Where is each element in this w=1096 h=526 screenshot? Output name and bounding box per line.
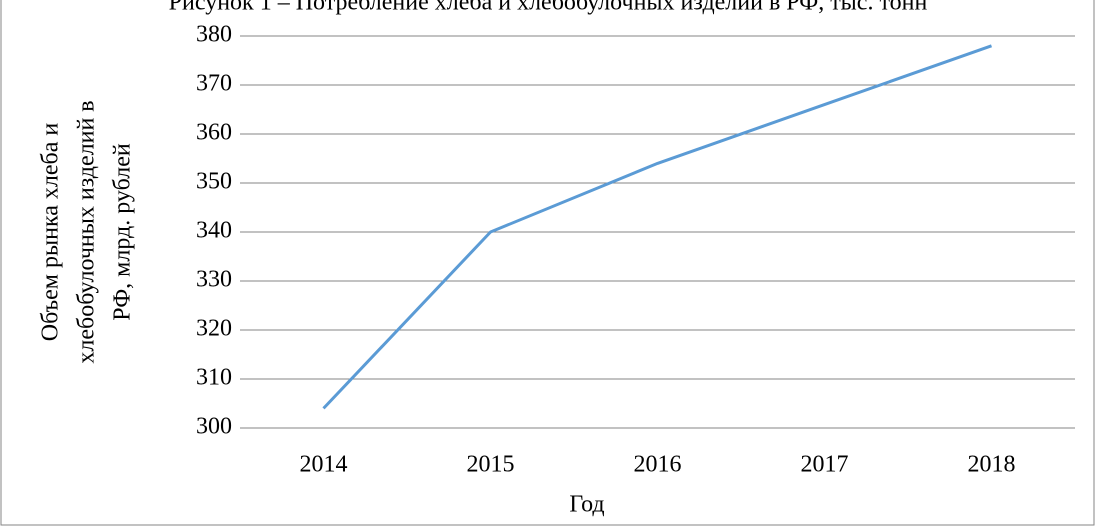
y-tick-label: 330 — [196, 267, 232, 293]
y-tick-label: 350 — [196, 169, 232, 195]
y-tick-label: 320 — [196, 316, 232, 342]
x-tick-label: 2017 — [801, 452, 849, 478]
x-axis-label: Год — [569, 492, 604, 518]
x-tick-label: 2015 — [467, 452, 515, 478]
series-line — [322, 44, 992, 410]
chart-title: Рисунок 1 – Потребление хлеба и хлебобул… — [169, 0, 928, 16]
y-tick-label: 370 — [196, 71, 232, 97]
x-tick-label: 2018 — [968, 452, 1016, 478]
y-tick-label: 360 — [196, 120, 232, 146]
y-axis-label: РФ, млрд. рублей — [110, 143, 136, 321]
x-tick-label: 2014 — [300, 452, 348, 478]
y-tick-label: 340 — [196, 218, 232, 244]
y-axis-label: хлебобулочных изделий в — [74, 100, 100, 363]
y-tick-label: 380 — [196, 22, 232, 48]
y-tick-label: 300 — [196, 414, 232, 440]
x-tick-label: 2016 — [634, 452, 682, 478]
y-axis-label: Объем рынка хлеба и — [38, 123, 64, 342]
y-tick-label: 310 — [196, 365, 232, 391]
